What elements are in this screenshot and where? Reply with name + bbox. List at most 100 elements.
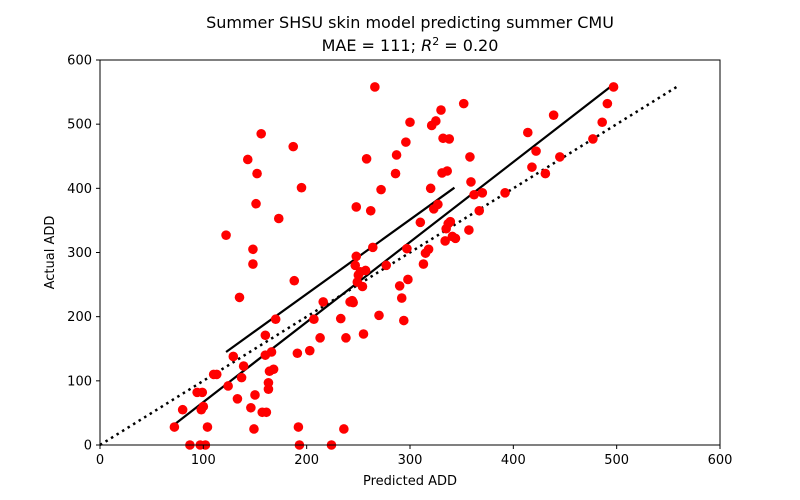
data-point xyxy=(318,297,329,307)
data-point xyxy=(368,242,378,253)
data-point xyxy=(211,369,222,380)
data-point xyxy=(588,134,598,144)
data-point xyxy=(232,394,243,404)
data-point xyxy=(365,205,376,216)
data-point xyxy=(293,422,304,432)
data-point xyxy=(169,422,180,432)
data-point xyxy=(477,188,488,198)
data-point xyxy=(442,166,453,176)
data-point xyxy=(256,128,267,139)
data-point xyxy=(289,275,300,286)
data-point xyxy=(361,154,372,164)
data-point xyxy=(608,82,619,92)
data-point xyxy=(370,82,380,92)
data-point xyxy=(266,347,277,357)
x-tick-label: 100 xyxy=(191,453,216,468)
data-point xyxy=(376,184,386,195)
y-axis-label: Actual ADD xyxy=(43,216,58,290)
data-point xyxy=(309,314,319,325)
data-point xyxy=(341,333,351,343)
data-point xyxy=(261,407,272,418)
data-point xyxy=(234,292,245,303)
data-point xyxy=(304,345,315,356)
data-point xyxy=(350,260,361,271)
data-point xyxy=(351,202,362,212)
y-tick-label: 500 xyxy=(67,118,92,133)
data-point xyxy=(248,244,258,255)
data-point xyxy=(436,105,446,115)
y-axis: 0 100 200 300 400 500 600 xyxy=(67,54,100,454)
data-point xyxy=(315,333,325,343)
y-tick-label: 0 xyxy=(84,439,92,454)
data-point xyxy=(348,297,358,308)
x-axis-label: Predicted ADD xyxy=(363,474,457,489)
data-point xyxy=(597,117,607,128)
data-point xyxy=(540,168,551,179)
data-point xyxy=(242,154,253,165)
data-point xyxy=(357,281,368,292)
data-point xyxy=(465,152,475,162)
data-point xyxy=(238,361,249,371)
data-point xyxy=(360,265,371,276)
data-point xyxy=(474,205,485,216)
data-point xyxy=(288,141,299,152)
data-point xyxy=(273,213,284,224)
x-axis: 0 100 200 300 400 500 600 xyxy=(96,445,733,468)
data-point xyxy=(335,313,346,324)
data-point xyxy=(403,274,413,285)
x-tick-label: 0 xyxy=(96,453,104,468)
data-point xyxy=(464,225,474,235)
regression-line xyxy=(225,186,456,353)
data-point xyxy=(423,244,434,255)
x-tick-label: 400 xyxy=(501,453,526,468)
data-point xyxy=(250,390,260,400)
data-point xyxy=(418,259,429,269)
data-point xyxy=(445,216,456,227)
data-point xyxy=(223,381,233,391)
data-point xyxy=(351,251,362,262)
x-tick-label: 200 xyxy=(294,453,319,468)
x-tick-label: 300 xyxy=(398,453,423,468)
data-point xyxy=(177,404,188,415)
x-tick-label: 600 xyxy=(708,453,733,468)
y-tick-label: 600 xyxy=(67,54,92,69)
x-tick-label: 500 xyxy=(604,453,629,468)
data-point xyxy=(444,134,455,144)
data-point xyxy=(469,189,479,200)
data-point xyxy=(548,110,559,120)
chart-title: Summer SHSU skin model predicting summer… xyxy=(206,13,614,32)
y-tick-label: 200 xyxy=(67,310,92,325)
data-point xyxy=(374,310,384,321)
data-point xyxy=(523,127,533,138)
data-point xyxy=(555,152,565,162)
data-point xyxy=(527,162,537,172)
data-point xyxy=(296,182,307,193)
y-tick-label: 300 xyxy=(67,246,92,261)
data-point xyxy=(401,137,411,147)
data-point xyxy=(458,98,469,109)
data-point xyxy=(252,168,262,179)
data-point xyxy=(249,424,259,434)
data-point xyxy=(248,259,258,269)
data-point xyxy=(236,372,247,383)
data-point xyxy=(405,117,415,128)
identity-line xyxy=(99,84,680,447)
data-point xyxy=(391,150,402,160)
data-point xyxy=(358,329,369,339)
data-point xyxy=(433,199,443,210)
data-point xyxy=(263,377,274,388)
data-point xyxy=(415,217,426,228)
data-point xyxy=(246,402,256,413)
data-point xyxy=(399,315,409,326)
data-point xyxy=(251,198,261,209)
y-tick-label: 400 xyxy=(67,182,92,197)
data-point xyxy=(425,183,436,194)
data-point xyxy=(268,364,279,375)
data-point xyxy=(602,98,613,109)
data-point xyxy=(221,230,231,240)
data-point xyxy=(402,243,412,254)
data-point xyxy=(390,168,401,179)
data-point xyxy=(431,116,441,126)
data-point xyxy=(466,177,476,187)
data-point xyxy=(260,330,271,341)
